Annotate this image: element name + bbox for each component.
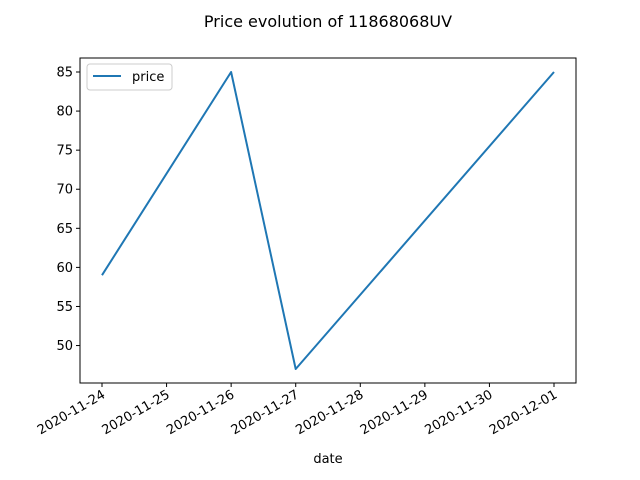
y-tick-label: 65 [56,222,73,237]
x-tick-label: 2020-11-24 [35,387,108,438]
x-tick-label: 2020-11-25 [100,387,173,438]
x-axis-label: date [313,452,342,467]
y-tick-label: 80 [56,105,73,120]
legend: price [86,63,173,91]
x-tick-label: 2020-11-30 [422,387,495,438]
x-tick-label: 2020-11-26 [164,387,237,438]
y-axis: 50 55 60 65 70 75 80 85 [56,66,80,354]
y-tick-label: 50 [56,339,73,354]
x-tick-label: 2020-12-01 [487,387,560,438]
x-tick-label: 2020-11-29 [358,387,431,438]
legend-label-price: price [132,70,164,85]
chart-title: Price evolution of 11868068UV [204,12,452,31]
x-tick-label: 2020-11-27 [229,387,302,438]
y-tick-label: 55 [56,300,73,315]
x-axis: 2020-11-242020-11-252020-11-262020-11-27… [35,383,560,438]
y-tick-label: 70 [56,183,73,198]
y-tick-label: 85 [56,66,73,81]
y-tick-label: 60 [56,261,73,276]
series-layer [101,71,555,370]
y-tick-label: 75 [56,144,73,159]
x-tick-label: 2020-11-28 [293,387,366,438]
legend-box [86,63,173,91]
series-line-price [101,71,555,370]
plot-frame [79,57,577,384]
